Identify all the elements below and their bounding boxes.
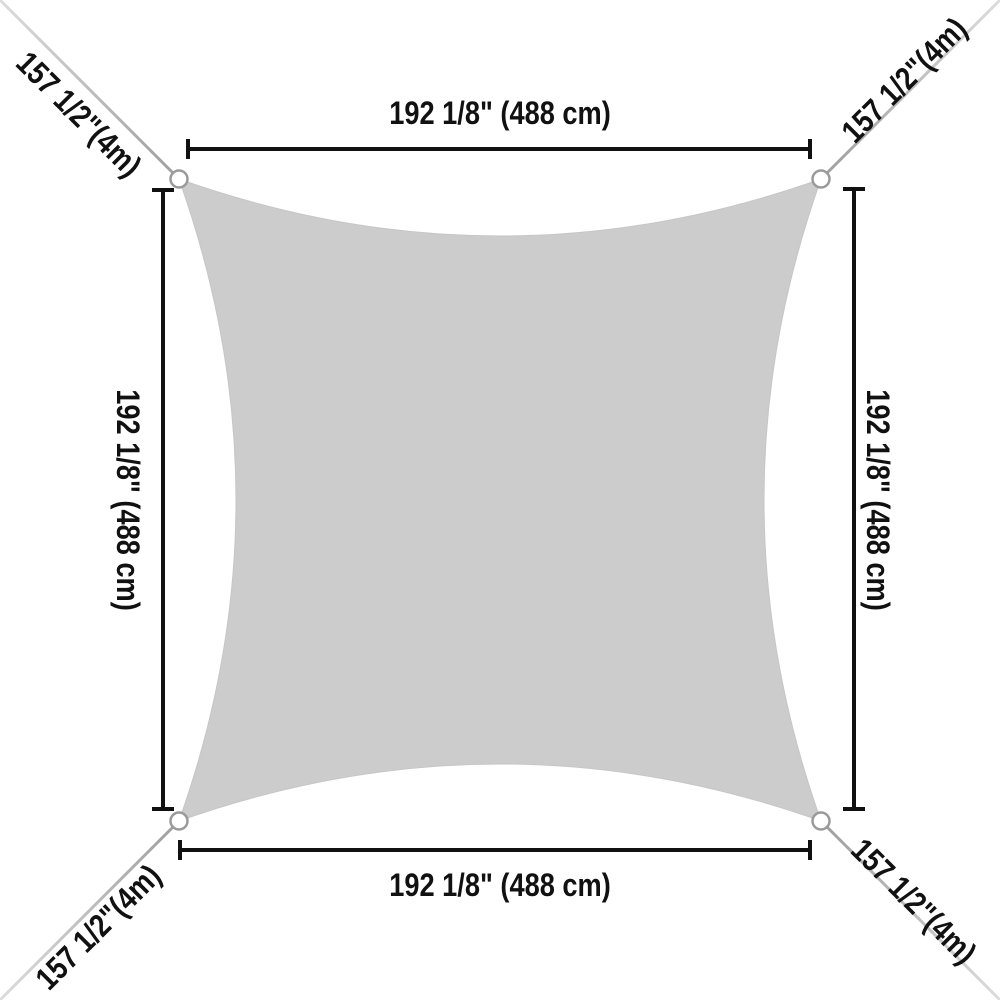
rope-top-right	[819, 0, 1000, 181]
rope-bottom-right	[819, 819, 1000, 1000]
dimension-label-left: 192 1/8" (488 cm)	[110, 389, 146, 611]
rope-top-left	[0, 0, 181, 181]
dimension-label-bottom: 192 1/8" (488 cm)	[389, 867, 611, 903]
dimension-label-top: 192 1/8" (488 cm)	[389, 95, 611, 131]
corner-ring-top-left	[169, 169, 189, 189]
corner-ring-top-right	[811, 169, 831, 189]
rope-bottom-left	[0, 819, 181, 1000]
corner-ring-bottom-right	[811, 811, 831, 831]
sail-shape	[178, 178, 822, 822]
corner-ring-bottom-left	[169, 811, 189, 831]
dimension-label-right: 192 1/8" (488 cm)	[860, 389, 896, 611]
dimension-lines	[152, 139, 865, 860]
